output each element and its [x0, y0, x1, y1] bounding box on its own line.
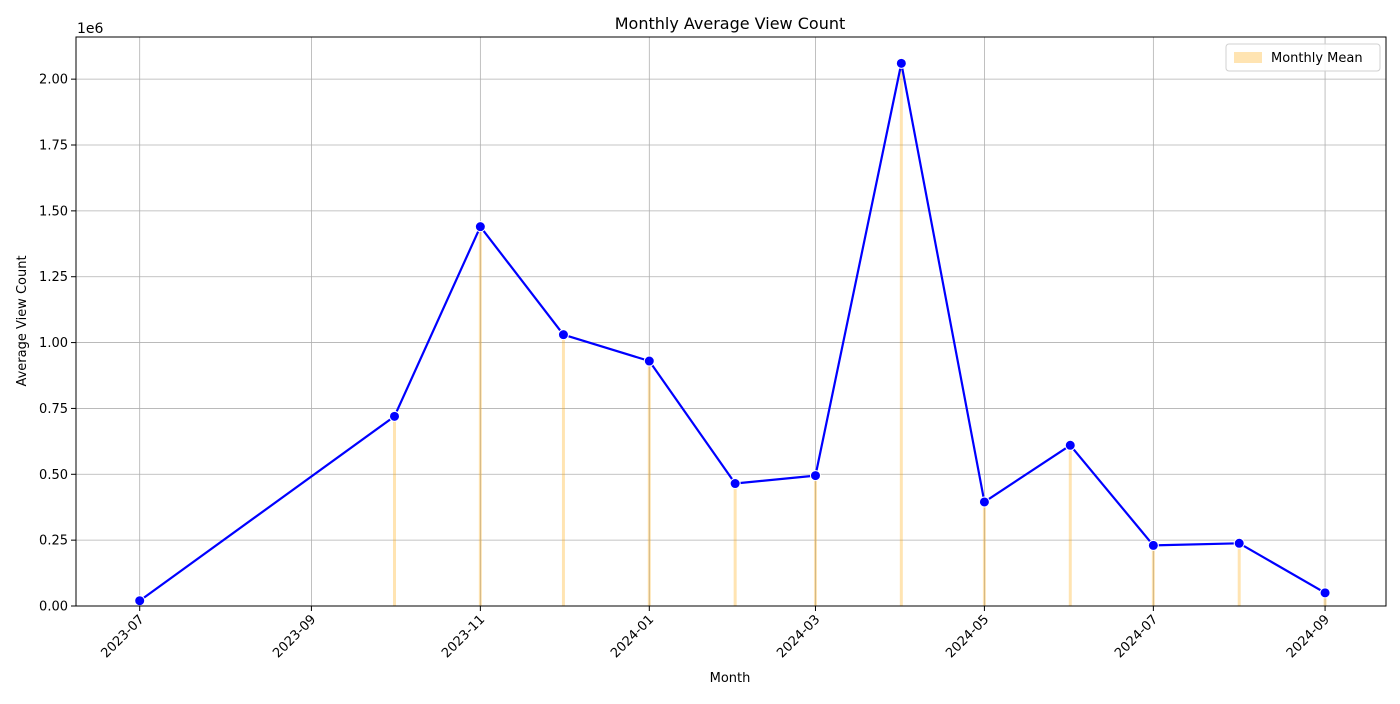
mean-bar-2023-12	[561, 334, 565, 606]
x-tick-label-1: 2023-09	[270, 612, 319, 661]
mean-bar-2024-08	[1237, 543, 1241, 606]
x-tick-label-2: 2023-11	[439, 612, 488, 661]
data-point-2024-06	[1064, 439, 1076, 451]
data-point-2023-07	[134, 595, 146, 607]
data-point-2024-03	[809, 470, 821, 482]
axes-frame	[75, 36, 1387, 607]
mean-bar-2024-05	[982, 501, 986, 606]
y-tick-label-0: 0.00	[39, 600, 68, 615]
y-offset-label: 1e6	[77, 21, 104, 37]
legend-box	[1225, 43, 1381, 72]
view-count-line	[139, 62, 1326, 602]
x-tick-label-5: 2024-05	[943, 612, 992, 661]
mean-bar-2024-09	[1323, 592, 1327, 606]
mean-bar-2024-07	[1151, 545, 1155, 606]
mean-bar-2024-03	[813, 475, 817, 606]
x-tick-label-7: 2024-09	[1284, 612, 1333, 661]
x-axis-label: Month	[710, 671, 751, 686]
data-point-2024-09	[1319, 587, 1331, 599]
mean-bar-2023-11	[478, 226, 482, 606]
mean-bar-2024-02	[733, 483, 737, 606]
y-tick-label-8: 2.00	[39, 73, 68, 88]
data-point-2023-12	[557, 329, 569, 341]
y-tick-label-3: 0.75	[39, 402, 68, 417]
data-point-2023-10	[388, 410, 400, 422]
plot-area: 2023-07 2023-09 2023-11 2024-01 2024-03 2024-…	[39, 36, 1387, 661]
y-tick-label-6: 1.50	[39, 204, 68, 219]
mean-bar-2023-10	[392, 416, 396, 606]
x-tick-label-6: 2024-07	[1112, 612, 1161, 661]
mean-bar-2024-04	[899, 63, 903, 607]
data-point-2024-02	[729, 478, 741, 490]
y-axis-label: Average View Count	[15, 255, 30, 386]
y-tick-label-2: 0.50	[39, 468, 68, 483]
mean-bar-2024-06	[1068, 445, 1072, 606]
data-point-2023-11	[474, 221, 486, 233]
legend-swatch-0	[1234, 52, 1262, 63]
y-tick-label-5: 1.25	[39, 270, 68, 285]
chart-title: Monthly Average View Count	[615, 14, 846, 33]
data-point-2024-04	[895, 57, 907, 69]
x-tick-label-4: 2024-03	[774, 612, 823, 661]
x-tick-label-3: 2024-01	[608, 612, 657, 661]
x-tick-label-0: 2023-07	[99, 612, 148, 661]
legend-label-0: Monthly Mean	[1271, 51, 1363, 66]
legend: Monthly Mean	[1225, 43, 1381, 72]
y-tick-label-7: 1.75	[39, 139, 68, 154]
y-tick-label-1: 0.25	[39, 534, 68, 549]
data-point-2024-07	[1147, 539, 1159, 551]
mean-bar-2024-01	[647, 361, 651, 606]
data-point-2024-08	[1233, 537, 1245, 549]
data-point-2024-05	[978, 496, 990, 508]
y-tick-label-4: 1.00	[39, 336, 68, 351]
data-point-2024-01	[643, 355, 655, 367]
